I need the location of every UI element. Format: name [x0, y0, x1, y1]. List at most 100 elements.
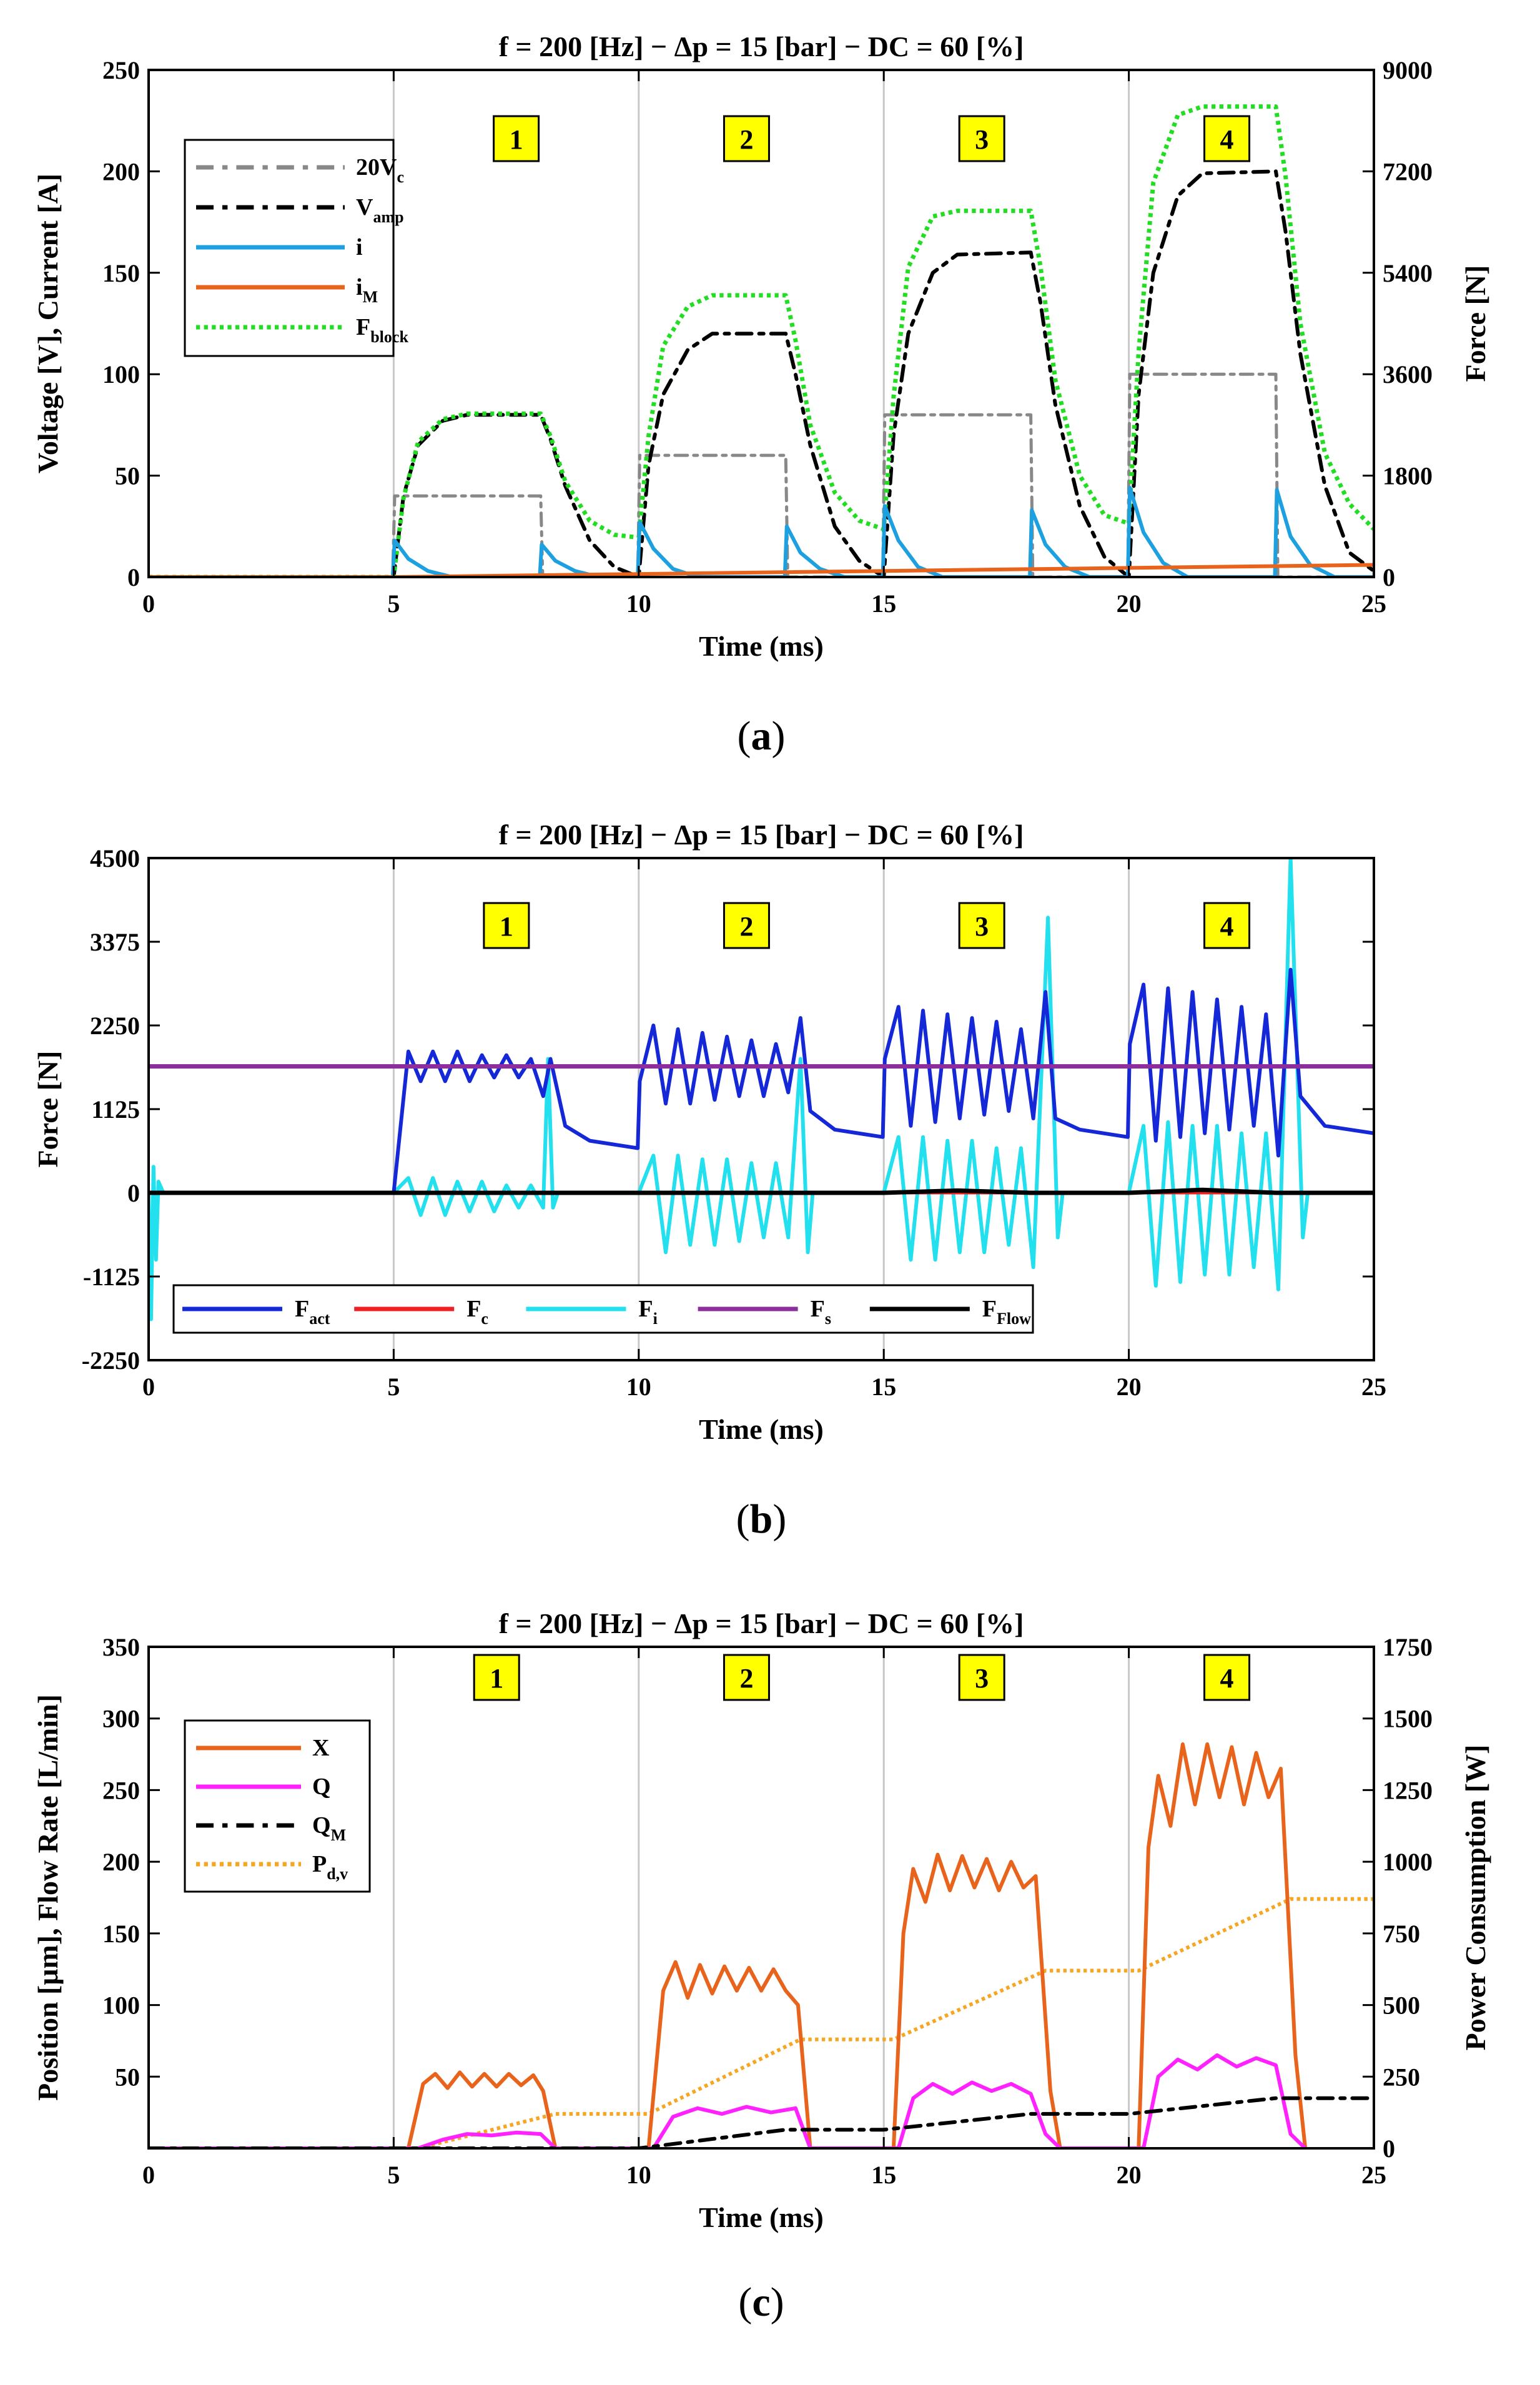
chart-title: f = 200 [Hz] − Δp = 15 [bar] − DC = 60 […	[499, 31, 1024, 62]
x-axis-label: Time (ms)	[699, 630, 824, 662]
y-tick-label: -1125	[83, 1263, 140, 1291]
series-i	[149, 486, 1374, 577]
y-tick-label: 100	[102, 1992, 140, 2020]
y2-axis-label: Force [N]	[1459, 265, 1491, 382]
y-tick-label: 250	[102, 56, 140, 84]
x-tick-label: 20	[1117, 2161, 1142, 2189]
series-Fblock	[149, 104, 1374, 577]
series-Fi	[149, 858, 1374, 1321]
x-tick-label: 25	[1361, 1373, 1386, 1401]
legend-label: i	[356, 234, 363, 260]
series-FFlow	[149, 1187, 1374, 1195]
x-tick-label: 15	[871, 2161, 896, 2189]
x-tick-label: 20	[1117, 590, 1142, 618]
y2-tick-label: 1500	[1383, 1705, 1433, 1733]
y-axis-label: Position [μm], Flow Rate [L/min]	[32, 1694, 64, 2101]
y-axis-label: Force [N]	[32, 1051, 64, 1168]
legend-label: Q	[312, 1774, 331, 1800]
y2-tick-label: 250	[1383, 2063, 1420, 2091]
chart-title: f = 200 [Hz] − Δp = 15 [bar] − DC = 60 […	[499, 1607, 1024, 1639]
period-marker-box	[958, 902, 1005, 949]
y2-axis-label: Power Consumption [W]	[1459, 1745, 1491, 2051]
y2-tick-label: 1000	[1383, 1848, 1433, 1876]
x-tick-label: 15	[871, 1373, 896, 1401]
y-tick-label: 1125	[91, 1095, 140, 1123]
x-tick-label: 25	[1361, 590, 1386, 618]
x-axis-label: Time (ms)	[699, 2201, 824, 2233]
x-tick-label: 10	[626, 590, 651, 618]
y2-tick-label: 9000	[1383, 56, 1433, 84]
x-tick-label: 25	[1361, 2161, 1386, 2189]
series-Fact	[149, 967, 1374, 1195]
period-marker-label: 4	[1220, 124, 1234, 155]
panel-caption: (c)	[738, 2279, 784, 2325]
period-marker-label: 2	[739, 1663, 753, 1694]
x-tick-label: 5	[387, 2161, 400, 2189]
y2-tick-label: 0	[1383, 2135, 1395, 2163]
period-marker-box	[958, 115, 1005, 162]
x-tick-label: 15	[871, 590, 896, 618]
y-tick-label: 50	[115, 462, 140, 490]
period-marker-box	[1203, 902, 1251, 949]
series-X	[149, 1742, 1308, 2148]
x-tick-label: 5	[387, 1373, 400, 1401]
y-tick-label: 2250	[90, 1012, 140, 1040]
period-marker-label: 3	[975, 911, 989, 942]
x-tick-label: 0	[142, 590, 155, 618]
y-tick-label: 100	[102, 360, 140, 388]
y2-tick-label: 750	[1383, 1920, 1420, 1948]
x-axis-label: Time (ms)	[699, 1413, 824, 1445]
y-tick-label: 0	[127, 563, 140, 591]
y2-tick-label: 1750	[1383, 1633, 1433, 1661]
series-20Vc	[149, 372, 1374, 577]
period-marker-label: 1	[490, 1663, 503, 1694]
period-marker-box	[723, 902, 770, 949]
period-marker-label: 2	[739, 911, 753, 942]
y2-tick-label: 7200	[1383, 157, 1433, 185]
period-marker-label: 4	[1220, 911, 1234, 942]
x-tick-label: 10	[626, 2161, 651, 2189]
period-marker-label: 1	[510, 124, 523, 155]
period-marker-box	[493, 115, 540, 162]
y-tick-label: -2250	[82, 1346, 140, 1375]
axes-frame	[147, 69, 1375, 578]
period-marker-box	[1203, 115, 1251, 162]
y-tick-label: 150	[102, 1920, 140, 1948]
chart-b: 0 5 10 15 20 25 -2250 -1125 0 1125 2250 3375 4500 f =…	[32, 819, 1386, 1542]
x-tick-label: 10	[626, 1373, 651, 1401]
chart-a: 0 5 10 15 20 25050100150200250018003600540072…	[32, 31, 1491, 759]
y-tick-label: 0	[127, 1179, 140, 1207]
period-marker-box	[1203, 1654, 1251, 1701]
series-iM	[149, 563, 1374, 577]
y-tick-label: 350	[102, 1633, 140, 1661]
period-marker-box	[473, 1654, 520, 1701]
period-marker-label: 2	[739, 124, 753, 155]
y-tick-label: 4500	[90, 844, 140, 872]
period-marker-label: 1	[500, 911, 513, 942]
series-QM	[149, 2096, 1374, 2148]
x-tick-label: 0	[142, 2161, 155, 2189]
y-axis-label: Voltage [V], Current [A]	[32, 174, 64, 473]
series-group	[149, 104, 1374, 577]
period-marker-box	[723, 1654, 770, 1701]
series-Vamp	[149, 169, 1374, 577]
x-tick-label: 5	[387, 590, 400, 618]
legend-label: X	[312, 1735, 329, 1761]
series-group	[149, 858, 1374, 1321]
period-marker-box	[483, 902, 530, 949]
y-tick-label: 250	[102, 1776, 140, 1804]
y-tick-label: 3375	[90, 928, 140, 956]
panel-caption: (a)	[738, 713, 786, 759]
y2-tick-label: 1800	[1383, 462, 1433, 490]
y-tick-label: 150	[102, 259, 140, 287]
y-tick-label: 50	[115, 2063, 140, 2091]
legend: Fact Fc Fi Fs FFlow	[172, 1284, 1034, 1334]
period-marker-label: 4	[1220, 1663, 1234, 1694]
x-tick-label: 20	[1117, 1373, 1142, 1401]
y-tick-label: 300	[102, 1705, 140, 1733]
y2-tick-label: 0	[1383, 563, 1395, 591]
y-tick-label: 200	[102, 157, 140, 185]
